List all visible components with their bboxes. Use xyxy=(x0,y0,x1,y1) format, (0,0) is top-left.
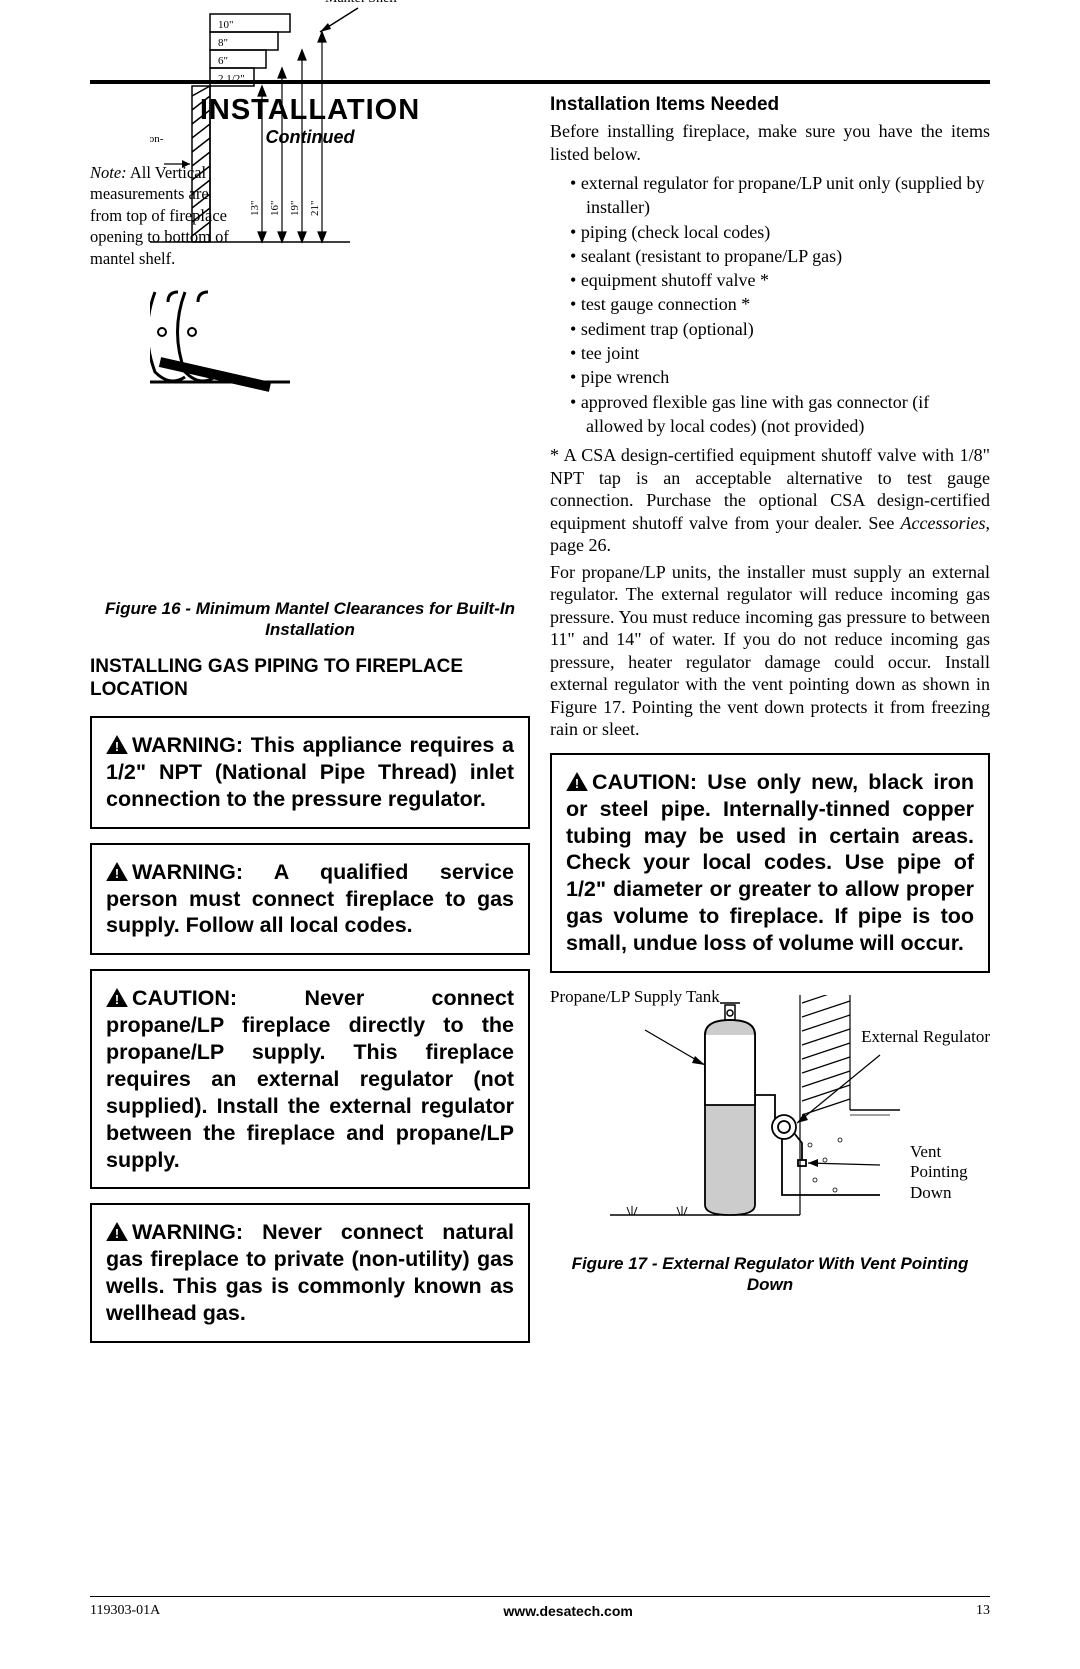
figure-17-wrap: Propane/LP Supply Tank External Regulato… xyxy=(550,987,990,1247)
svg-text:16": 16" xyxy=(269,201,281,217)
svg-text:!: ! xyxy=(115,740,119,754)
svg-text:10": 10" xyxy=(218,19,234,31)
svg-text:!: ! xyxy=(115,1227,119,1241)
list-item: pipe wrench xyxy=(570,365,990,389)
footer-left: 119303-01A xyxy=(90,1603,160,1619)
warning-icon: ! xyxy=(106,1222,128,1241)
asterisk-note: * A CSA design-certified equipment shuto… xyxy=(550,444,990,557)
list-item: equipment shutoff valve * xyxy=(570,268,990,292)
items-heading: Installation Items Needed xyxy=(550,94,990,116)
caution-box-2: !CAUTION: Use only new, black iron or st… xyxy=(550,753,990,973)
warning-box-3: !WARNING: Never connect natural gas fire… xyxy=(90,1203,530,1343)
list-item: sealant (resistant to propane/LP gas) xyxy=(570,244,990,268)
svg-text:8": 8" xyxy=(218,37,228,49)
figure-16-diagram: Mantel Shelf 10" 8" 6" 2 1/2" xyxy=(150,0,440,422)
warning-icon: ! xyxy=(106,988,128,1007)
asterisk-italic: Accessories xyxy=(901,513,986,533)
figure-17-diagram xyxy=(550,995,990,1235)
items-intro: Before installing fireplace, make sure y… xyxy=(550,120,990,165)
warning-1-text: WARNING: This appliance requires a 1/2" … xyxy=(106,733,514,811)
warning-box-1: !WARNING: This appliance requires a 1/2"… xyxy=(90,716,530,829)
footer-url: www.desatech.com xyxy=(503,1603,632,1619)
list-item: approved flexible gas line with gas conn… xyxy=(570,390,990,439)
svg-text:19": 19" xyxy=(289,201,301,217)
caution-box-1: !CAUTION: Never connect propane/LP firep… xyxy=(90,969,530,1189)
note-label: Note: xyxy=(90,163,127,182)
caution-1-text: CAUTION: Never connect propane/LP firepl… xyxy=(106,986,514,1171)
mantel-shelf-label: Mantel Shelf xyxy=(325,0,398,6)
right-column: Installation Items Needed Before install… xyxy=(550,94,990,1357)
svg-text:!: ! xyxy=(115,866,119,880)
list-item: test gauge connection * xyxy=(570,292,990,316)
warning-2-text: WARNING: A qualified service person must… xyxy=(106,860,514,938)
page-footer: 119303-01A www.desatech.com 13 xyxy=(90,1596,990,1619)
warning-3-text: WARNING: Never connect natural gas firep… xyxy=(106,1220,514,1325)
svg-text:6": 6" xyxy=(218,55,228,67)
svg-text:!: ! xyxy=(115,993,119,1007)
left-column: INSTALLATION Continued Note: All Vertica… xyxy=(90,94,530,1357)
figure-17-caption: Figure 17 - External Regulator With Vent… xyxy=(550,1253,990,1296)
list-item: external regulator for propane/LP unit o… xyxy=(570,171,990,220)
warning-icon: ! xyxy=(566,772,588,791)
warning-icon: ! xyxy=(106,862,128,881)
list-item: sediment trap (optional) xyxy=(570,317,990,341)
items-list: external regulator for propane/LP unit o… xyxy=(550,171,990,438)
list-item: tee joint xyxy=(570,341,990,365)
svg-text:!: ! xyxy=(575,777,579,791)
svg-text:13": 13" xyxy=(249,201,261,217)
list-item: piping (check local codes) xyxy=(570,220,990,244)
svg-text:Minimum Non- Combustib: Minimum Non- Combustible Material xyxy=(150,133,166,169)
warning-icon: ! xyxy=(106,735,128,754)
content-columns: INSTALLATION Continued Note: All Vertica… xyxy=(90,94,990,1357)
footer-page: 13 xyxy=(976,1603,990,1619)
svg-text:2 1/2": 2 1/2" xyxy=(218,73,245,85)
warning-box-2: !WARNING: A qualified service person mus… xyxy=(90,843,530,956)
figure-16-caption: Figure 16 - Minimum Mantel Clearances fo… xyxy=(90,598,530,641)
regulator-paragraph: For propane/LP units, the installer must… xyxy=(550,561,990,741)
svg-text:21": 21" xyxy=(309,201,321,217)
piping-heading: INSTALLING GAS PIPING TO FIREPLACE LOCAT… xyxy=(90,655,530,703)
caution-2-text: CAUTION: Use only new, black iron or ste… xyxy=(566,770,974,955)
